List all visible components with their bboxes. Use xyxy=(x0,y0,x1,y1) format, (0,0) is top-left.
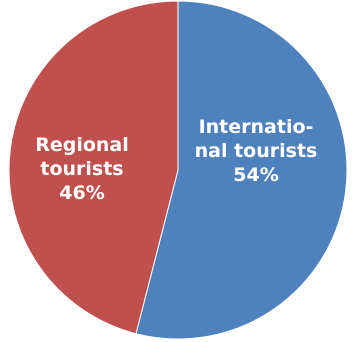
pie-slice-label-line: Internatio- xyxy=(199,116,314,138)
pie-slice-label-line: nal tourists xyxy=(195,140,318,162)
pie-slice-label-1: Regional tourists 46% xyxy=(35,134,129,204)
pie-slice-label-0: Internatio-nal tourists 54% xyxy=(195,116,318,186)
pie-labels: Internatio-nal tourists 54% Regional touris… xyxy=(35,116,317,204)
pie-slices xyxy=(8,0,348,340)
pie-slice-label-line: tourists xyxy=(40,158,123,180)
pie-slice-0 xyxy=(135,0,348,340)
pie-slice-label-line: Regional xyxy=(35,134,129,156)
pie-slice-value-label: 46% xyxy=(59,182,104,204)
pie-slice-value-label: 54% xyxy=(233,164,278,186)
pie-slice-1 xyxy=(8,0,179,335)
